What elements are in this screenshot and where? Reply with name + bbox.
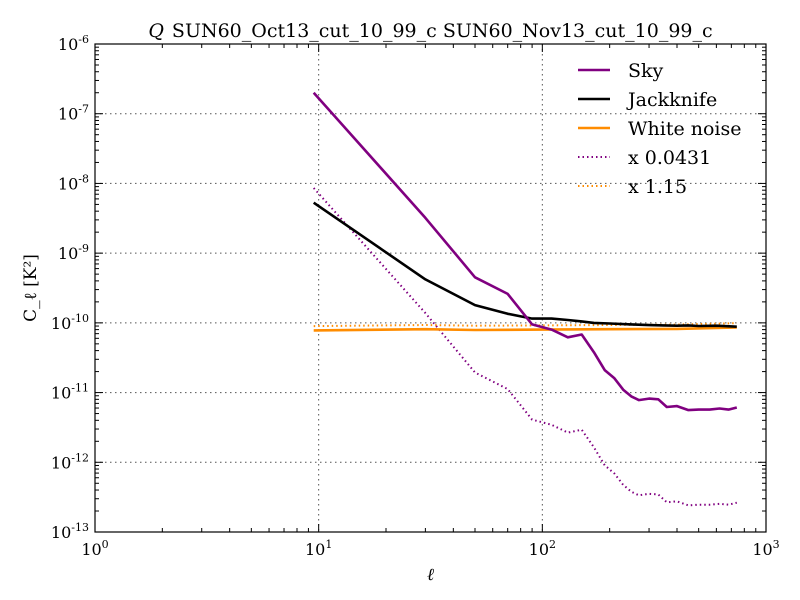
- x-tick-label: 100: [81, 538, 108, 559]
- y-tick-exponent: -12: [71, 451, 89, 464]
- grid-lines: [95, 44, 766, 532]
- x-tick-label: 102: [529, 538, 556, 559]
- y-tick-label: 10-13: [51, 521, 89, 542]
- x-tick-base: 10: [305, 540, 325, 559]
- y-tick-base: 10: [58, 35, 78, 54]
- x-tick-exponent: 3: [773, 538, 780, 551]
- title-text: SUN60_Oct13_cut_10_99_c SUN60_Nov13_cut_…: [172, 20, 713, 42]
- y-tick-base: 10: [51, 314, 71, 333]
- legend-label-x-0-0431: x 0.0431: [628, 147, 711, 169]
- y-tick-exponent: -7: [78, 103, 89, 116]
- plot-series: [312, 91, 738, 507]
- legend-label-jackknife: Jackknife: [626, 89, 717, 111]
- y-tick-label: 10-9: [58, 242, 89, 263]
- y-axis-label: C_ℓ [K²]: [21, 254, 41, 322]
- y-tick-exponent: -13: [71, 521, 89, 534]
- x-axis-label: ℓ: [427, 565, 434, 585]
- x-tick-exponent: 0: [102, 538, 109, 551]
- series-white-noise-line: [313, 326, 737, 332]
- x-tick-base: 10: [752, 540, 772, 559]
- legend-label-sky: Sky: [628, 60, 664, 82]
- x-tick-label: 101: [305, 538, 332, 559]
- y-tick-label: 10-7: [58, 103, 89, 124]
- y-tick-exponent: -8: [78, 172, 89, 185]
- series-x-0-0431-line: [312, 187, 738, 507]
- chart-title: Q SUN60_Oct13_cut_10_99_c SUN60_Nov13_cut…: [148, 20, 712, 42]
- y-tick-base: 10: [51, 384, 71, 403]
- series-jackknife-line: [312, 201, 737, 328]
- y-tick-label: 10-8: [58, 172, 89, 193]
- x-tick-label: 103: [752, 538, 779, 559]
- y-tick-exponent: -11: [71, 382, 89, 395]
- y-tick-base: 10: [58, 174, 78, 193]
- legend: Sky Jackknife White noise x 0.0431 x 1.15: [578, 60, 742, 198]
- x-tick-exponent: 2: [549, 538, 556, 551]
- y-tick-label: 10-12: [51, 451, 89, 472]
- y-tick-label: 10-11: [51, 382, 89, 403]
- title-prefix: Q: [148, 20, 164, 42]
- plot-frame: [94, 43, 767, 533]
- y-tick-base: 10: [51, 523, 71, 542]
- y-tick-exponent: -9: [78, 242, 89, 255]
- y-tick-base: 10: [58, 105, 78, 124]
- y-tick-exponent: -6: [78, 33, 89, 46]
- y-tick-exponent: -10: [71, 312, 89, 325]
- y-tick-base: 10: [58, 244, 78, 263]
- x-tick-exponent: 1: [325, 538, 332, 551]
- x-tick-base: 10: [81, 540, 101, 559]
- y-tick-label: 10-6: [58, 33, 89, 54]
- axis-ticks: 100 101 102 10310-1310-1210-1110-1010-910-8…: [51, 33, 780, 559]
- y-tick-label: 10-10: [51, 312, 89, 333]
- x-tick-base: 10: [529, 540, 549, 559]
- series-sky-line: [312, 91, 738, 412]
- y-tick-base: 10: [51, 453, 71, 472]
- legend-label-white-noise: White noise: [628, 118, 742, 140]
- legend-label-x-1-15: x 1.15: [628, 176, 687, 198]
